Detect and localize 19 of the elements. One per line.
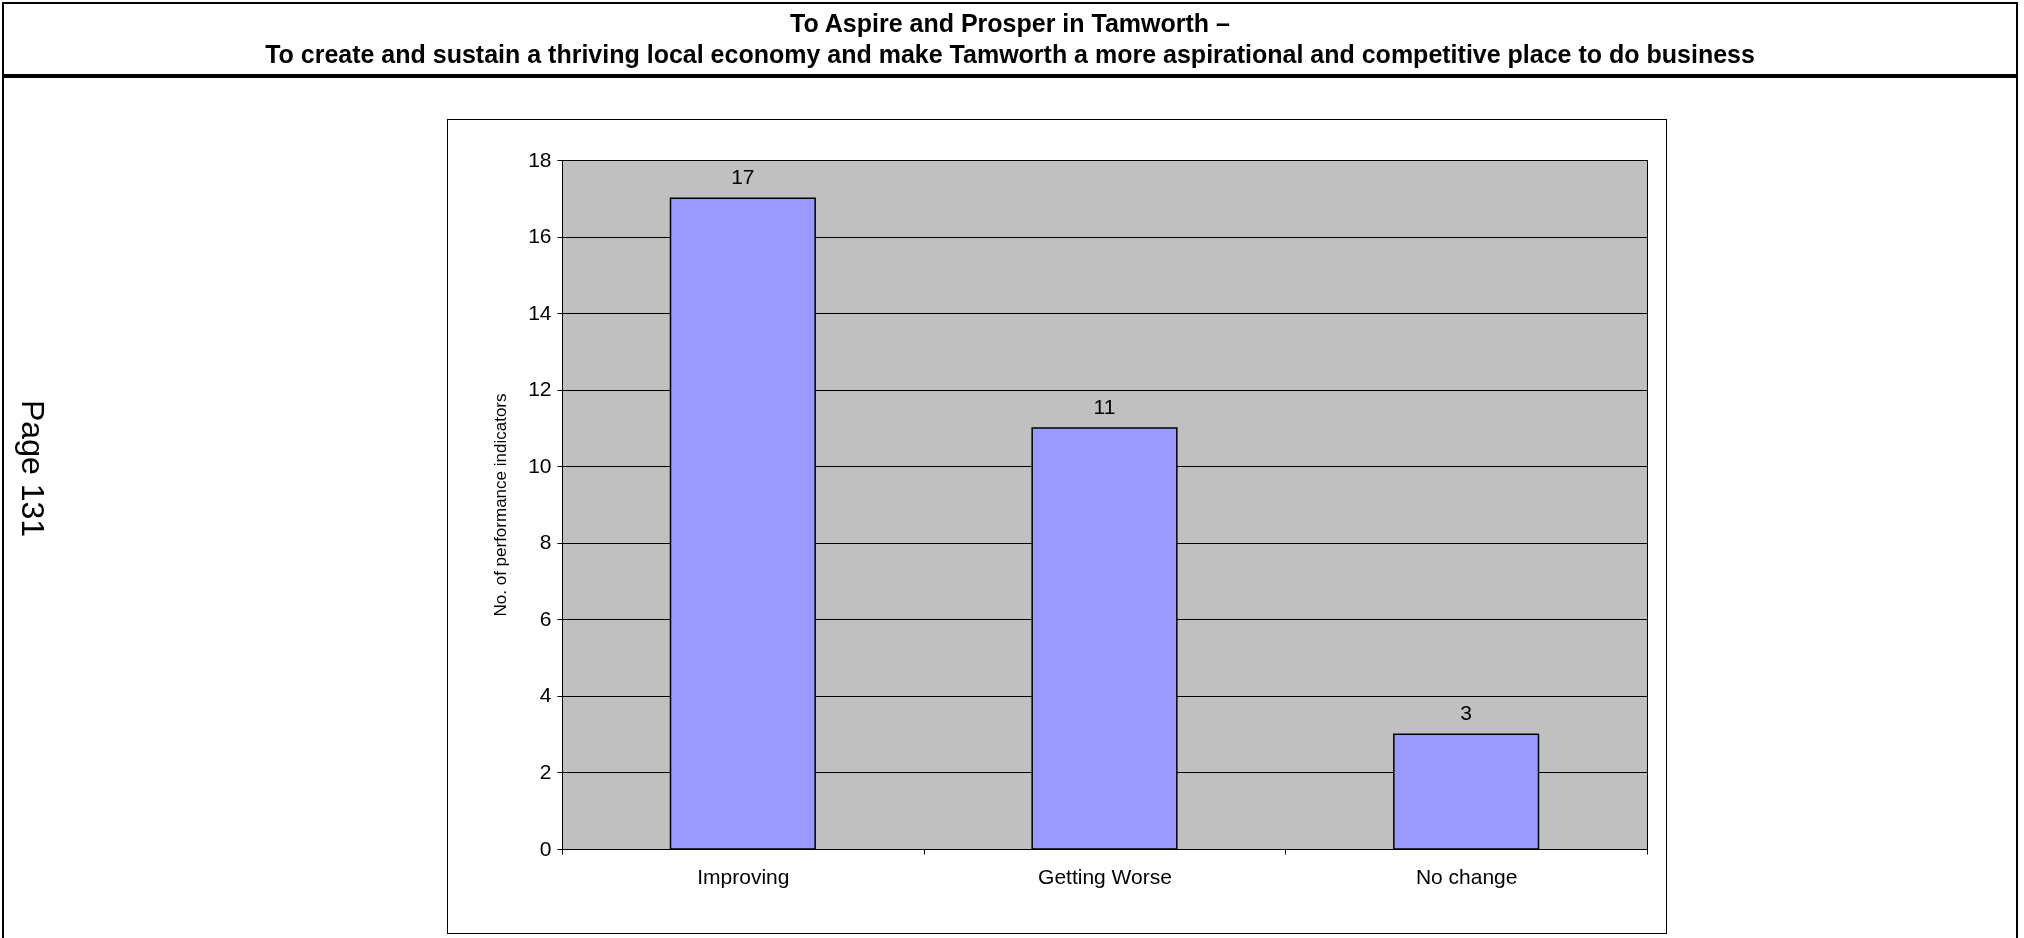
- x-tick-label: Getting Worse: [1038, 864, 1172, 888]
- data-label: 3: [1460, 701, 1473, 725]
- text: Page 131: [14, 400, 51, 538]
- y-tick-label: 4: [539, 683, 552, 707]
- chart-title: To Aspire and Prosper in Tamworth – To create and sustain a thriving local economy and make Tamworth a more aspirational and competitive place to do business: [2, 2, 2018, 76]
- y-tick-label: 10: [528, 453, 552, 477]
- y-tick-label: 16: [528, 224, 552, 248]
- y-tick-label: 8: [539, 530, 552, 554]
- y-tick-label: 0: [539, 836, 552, 860]
- y-tick-label: 14: [528, 300, 552, 324]
- y-axis-title: No. of performance indicators: [491, 393, 511, 617]
- y-tick-label: 18: [528, 147, 552, 171]
- y-tick-label: 12: [528, 377, 552, 401]
- x-tick-label: Improving: [697, 864, 790, 888]
- data-label: 11: [1093, 394, 1116, 418]
- y-tick-label: 6: [539, 606, 552, 630]
- y-tick-label: 2: [539, 759, 552, 783]
- data-label: 17: [731, 165, 755, 189]
- x-tick-label: No change: [1415, 864, 1518, 888]
